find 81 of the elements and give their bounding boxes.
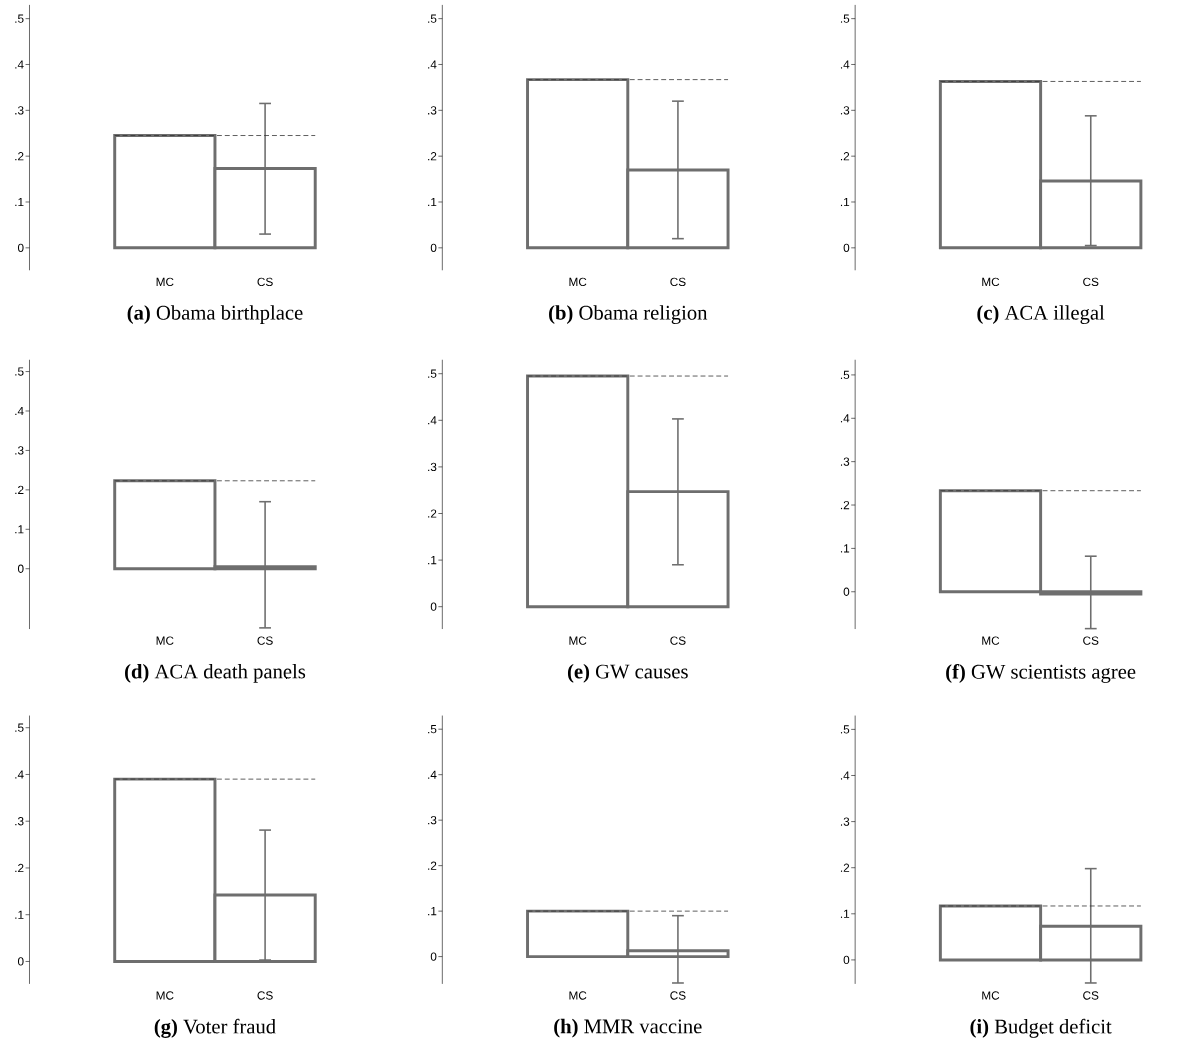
x-tick-label: CS: [670, 636, 686, 645]
y-tick-label: .1: [840, 544, 850, 553]
x-tick-label: MC: [156, 636, 174, 645]
y-tick-label: .5: [428, 14, 437, 23]
y-tick-label: .4: [840, 771, 850, 780]
y-tick-label: .5: [15, 723, 24, 732]
text: (b) Obama religion: [549, 305, 708, 325]
y-tick-label: .5: [15, 367, 24, 376]
y-tick-label: .2: [428, 152, 437, 161]
y-tick-label: .4: [15, 60, 24, 69]
text: (e) GW causes: [567, 664, 688, 683]
text: (i) Budget deficit: [970, 1018, 1112, 1038]
y-tick-label: .2: [15, 863, 24, 873]
y-tick-label: .4: [428, 60, 437, 69]
text: (f) GW scientists agree: [946, 664, 1136, 684]
x-tick-label: CS: [1083, 991, 1099, 1000]
y-tick-label: .3: [428, 462, 437, 472]
y-tick-label: 0: [430, 243, 437, 253]
y-tick-label: .5: [840, 14, 850, 23]
y-tick-label: .2: [428, 509, 437, 518]
x-tick-label: CS: [1083, 636, 1099, 645]
y-tick-label: .4: [840, 414, 850, 423]
y-tick-label: .5: [840, 370, 850, 380]
text: (a) Obama birthplace: [127, 305, 303, 325]
x-tick-label: MC: [156, 277, 174, 287]
y-tick-label: .5: [840, 725, 850, 734]
text: (d) ACA death panels: [125, 664, 306, 683]
y-tick-label: .1: [15, 525, 24, 534]
y-tick-label: .1: [15, 198, 24, 207]
y-tick-label: .1: [428, 198, 437, 207]
x-tick-label: MC: [156, 991, 174, 1000]
x-tick-label: CS: [257, 277, 273, 287]
y-tick-label: .1: [15, 910, 24, 919]
y-tick-label: .3: [15, 106, 24, 115]
y-tick-label: .2: [840, 501, 850, 510]
y-tick-label: .3: [840, 106, 850, 115]
x-tick-label: MC: [569, 991, 587, 1000]
y-tick-label: 0: [430, 952, 437, 961]
y-tick-label: 0: [17, 564, 24, 573]
y-tick-label: .3: [428, 816, 437, 825]
x-tick-label: MC: [569, 636, 587, 645]
y-tick-label: .3: [15, 446, 24, 455]
y-tick-label: .5: [428, 725, 437, 734]
y-tick-label: .3: [15, 817, 24, 826]
y-tick-label: .1: [840, 909, 850, 918]
y-tick-label: 0: [843, 243, 850, 253]
x-tick-label: CS: [257, 991, 273, 1000]
y-tick-label: .5: [428, 369, 437, 378]
text: (g) Voter fraud: [154, 1018, 276, 1039]
y-tick-label: 0: [843, 955, 850, 965]
y-tick-label: .2: [428, 861, 437, 870]
text: (h) MMR vaccine: [554, 1018, 702, 1038]
y-tick-label: .4: [840, 60, 850, 69]
y-tick-label: .4: [15, 407, 24, 416]
y-tick-label: .1: [428, 556, 437, 565]
x-tick-label: CS: [670, 991, 686, 1000]
y-tick-label: 0: [17, 957, 24, 966]
x-tick-label: MC: [982, 636, 1000, 645]
y-tick-label: .4: [428, 770, 437, 779]
y-tick-label: .2: [840, 152, 850, 161]
x-tick-label: CS: [670, 277, 686, 287]
y-tick-label: .5: [15, 14, 24, 23]
y-tick-label: .2: [840, 863, 850, 872]
y-tick-label: .2: [15, 485, 24, 495]
x-tick-label: MC: [982, 277, 1000, 287]
y-tick-label: .3: [428, 106, 437, 115]
y-tick-label: 0: [843, 587, 850, 597]
y-tick-label: .3: [840, 457, 850, 466]
x-tick-label: CS: [1083, 277, 1099, 287]
text: (c) ACA illegal: [977, 305, 1105, 325]
x-tick-label: MC: [982, 991, 1000, 1000]
y-tick-label: .4: [428, 416, 437, 425]
y-tick-label: 0: [430, 602, 437, 611]
y-tick-label: .1: [840, 198, 850, 207]
y-tick-label: .1: [428, 907, 437, 916]
x-tick-label: CS: [257, 636, 273, 645]
y-tick-label: 0: [17, 243, 24, 253]
y-tick-label: .2: [15, 152, 24, 161]
y-tick-label: .4: [15, 770, 24, 779]
x-tick-label: MC: [569, 277, 587, 287]
y-tick-label: .3: [840, 817, 850, 826]
